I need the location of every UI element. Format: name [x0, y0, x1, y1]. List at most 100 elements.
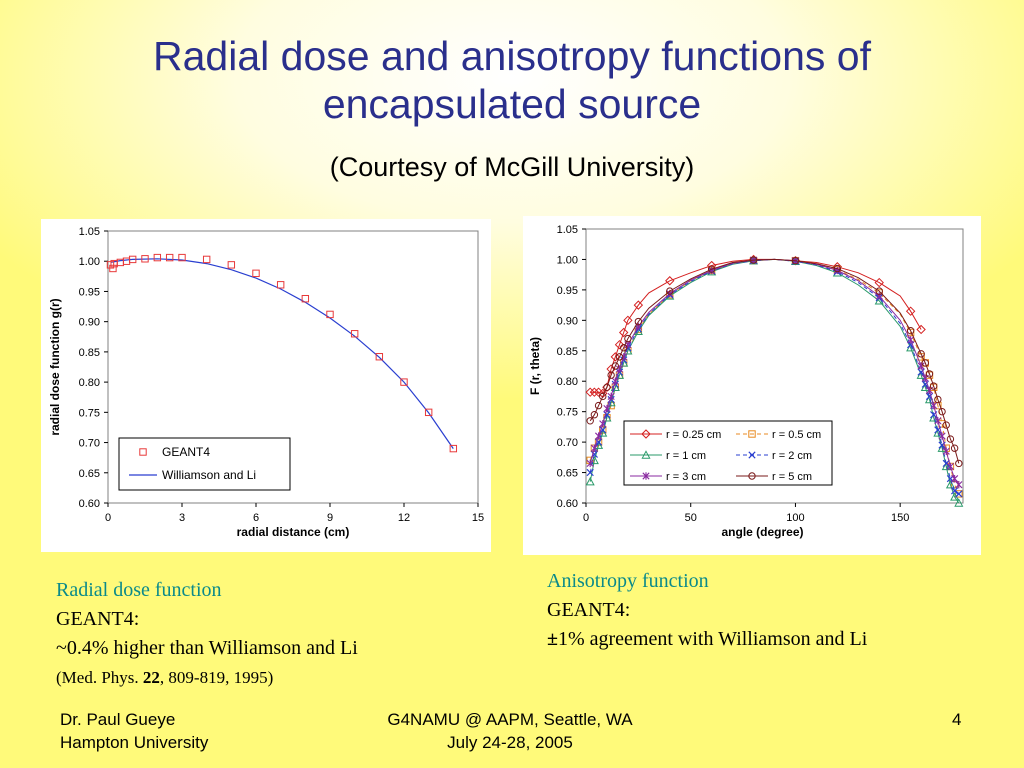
data-point	[586, 459, 594, 468]
y-tick-label: 0.80	[557, 376, 578, 388]
data-point	[607, 371, 615, 379]
y-tick-label: 0.95	[79, 286, 100, 298]
series-line-williamson-and-li	[110, 258, 454, 449]
y-tick-label: 0.90	[557, 315, 578, 327]
x-tick-label: 3	[179, 512, 185, 524]
anisotropy-caption: Anisotropy function GEANT4: ±1% agreemen…	[547, 567, 867, 654]
footer-event: G4NAMU @ AAPM, Seattle, WA July 24-28, 2…	[320, 708, 700, 754]
y-tick-label: 0.70	[557, 437, 578, 449]
data-point-geant4	[165, 253, 174, 262]
footer-author: Dr. Paul Gueye Hampton University	[60, 708, 208, 754]
anisotropy-chart: 0.60 0.65 0.70 0.75 0.80 0.85 0.90 0.95 1.00 1.05…	[528, 224, 964, 539]
data-point	[620, 344, 628, 352]
data-point-geant4	[400, 378, 408, 386]
x-tick-label: 100	[786, 512, 804, 524]
data-point	[594, 432, 603, 440]
data-point	[917, 350, 925, 358]
data-point-geant4	[178, 253, 186, 262]
x-tick-label: 6	[253, 512, 259, 524]
caption-line: GEANT4:	[56, 608, 140, 630]
data-point	[590, 411, 599, 419]
legend-marker	[748, 430, 756, 438]
data-point	[599, 420, 607, 428]
legend-label: r = 5 cm	[772, 471, 812, 483]
data-point	[598, 428, 608, 437]
legend-box	[623, 420, 833, 486]
data-point-geant4	[424, 408, 433, 417]
data-point	[942, 421, 950, 429]
data-point	[929, 412, 939, 422]
reference-volume: 22	[142, 668, 160, 687]
legend-marker	[748, 472, 756, 480]
page-number: 4	[952, 710, 962, 729]
data-point	[594, 440, 604, 449]
y-tick-label: 0.65	[557, 468, 578, 480]
data-point	[589, 455, 599, 465]
title-line-2: encapsulated source	[322, 81, 702, 127]
data-point	[955, 490, 963, 498]
data-point-geant4	[375, 353, 384, 361]
x-tick-label: 0	[583, 512, 589, 524]
legend-marker-geant4	[139, 448, 147, 456]
y-tick-label: 0.70	[79, 438, 100, 450]
data-point	[875, 287, 883, 295]
legend-label: r = 0.5 cm	[772, 429, 821, 441]
data-point	[955, 459, 963, 468]
data-point-geant4	[128, 255, 137, 264]
data-point	[590, 444, 598, 452]
data-point	[954, 498, 964, 507]
x-tick-label: 12	[398, 512, 410, 524]
data-point	[921, 380, 929, 388]
data-point	[874, 277, 884, 288]
x-tick-label: 15	[472, 512, 484, 524]
data-point	[942, 447, 950, 455]
data-point	[934, 417, 942, 425]
legend-marker	[642, 472, 650, 480]
data-point	[955, 481, 963, 489]
y-tick-label: 1.05	[79, 226, 100, 238]
data-point	[917, 368, 925, 376]
caption-heading: Anisotropy function	[547, 570, 709, 592]
data-point	[607, 392, 615, 401]
data-point	[614, 339, 625, 350]
data-point	[938, 407, 946, 416]
plot-area	[585, 228, 964, 504]
y-tick-label: 1.00	[79, 256, 100, 268]
y-tick-label: 0.65	[79, 468, 100, 480]
data-point	[791, 256, 800, 265]
data-point	[707, 265, 716, 273]
event-dates: July 24-28, 2005	[447, 733, 573, 752]
data-point-geant4	[227, 261, 236, 269]
data-point-geant4	[109, 264, 117, 273]
slide-subtitle: (Courtesy of McGill University)	[329, 152, 695, 182]
data-point	[916, 370, 926, 379]
data-point	[611, 362, 620, 370]
data-point	[602, 412, 612, 422]
legend-label: Williamson and Li	[162, 468, 256, 482]
caption-line: ±1% agreement with Williamson and Li	[547, 625, 867, 654]
data-point	[589, 387, 600, 397]
data-point	[951, 474, 959, 483]
caption-line: ~0.4% higher than Williamson and Li	[56, 637, 358, 659]
data-point	[666, 287, 674, 295]
plot-area	[107, 230, 479, 504]
data-point-geant4	[141, 255, 149, 263]
x-axis-label: radial distance (cm)	[237, 525, 350, 539]
radial-dose-chart: 0.60 0.65 0.70 0.75 0.80 0.85 0.90 0.95 1.00 1.05…	[48, 226, 484, 539]
data-point	[916, 324, 926, 335]
data-point	[624, 334, 632, 343]
event-name: G4NAMU @ AAPM, Seattle, WA	[387, 710, 633, 729]
data-point-geant4	[449, 444, 458, 453]
legend-label: r = 3 cm	[666, 471, 706, 483]
reference-suffix: , 809-819, 1995)	[159, 668, 274, 687]
data-point	[594, 401, 603, 410]
data-point	[586, 417, 594, 425]
y-tick-label: 1.00	[557, 254, 578, 266]
data-point	[907, 336, 915, 344]
y-axis-label: F (r, theta)	[528, 337, 542, 395]
legend-marker	[748, 451, 756, 459]
data-point	[599, 426, 607, 434]
y-tick-label: 0.80	[79, 377, 100, 389]
data-point	[615, 353, 624, 361]
data-point	[942, 459, 950, 468]
